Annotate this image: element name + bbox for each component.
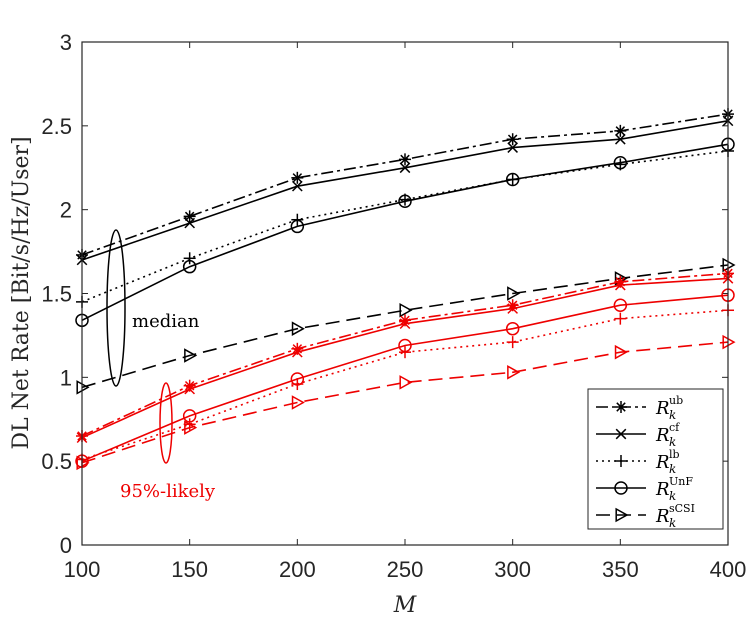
x-tick-label: 250 [387, 557, 424, 582]
data-point [292, 180, 303, 192]
data-point [505, 321, 520, 336]
data-point [183, 210, 196, 223]
series-line [81, 294, 729, 462]
x-tick-label: 400 [710, 557, 747, 582]
data-point [291, 395, 305, 410]
data-point [507, 303, 518, 314]
data-point [399, 375, 413, 390]
data-point [291, 321, 305, 336]
y-axis-label: DL Net Rate [Bit/s/Hz/User] [9, 136, 34, 449]
data-point [506, 133, 519, 146]
data-point [398, 338, 412, 353]
series-0 [76, 108, 734, 261]
y-tick-label: 2.5 [41, 114, 72, 139]
data-point [398, 194, 412, 209]
data-point [506, 336, 519, 349]
series-line [81, 143, 729, 322]
series-8 [75, 288, 735, 468]
y-tick-label: 1.5 [41, 282, 72, 307]
plot-area-border [81, 41, 729, 546]
legend-label: R [655, 506, 670, 527]
legend-superscript: ub [669, 394, 683, 407]
legend-superscript: cf [669, 421, 680, 434]
legend-label: R [655, 398, 670, 419]
data-point [184, 383, 195, 395]
data-point [182, 259, 197, 274]
series-1 [76, 115, 734, 266]
data-point [614, 344, 628, 360]
x-axis-label: M [393, 593, 417, 618]
data-point [399, 302, 413, 318]
legend-subscript: k [669, 489, 676, 503]
data-point [614, 124, 627, 137]
x-tick-label: 300 [494, 557, 531, 582]
data-point [505, 172, 520, 187]
data-point [507, 286, 521, 301]
legend-subscript: k [669, 435, 676, 449]
x-tick-label: 200 [279, 557, 316, 582]
data-point [399, 318, 411, 330]
data-point [183, 252, 196, 265]
data-point [399, 153, 411, 166]
legend-label: R [655, 425, 670, 446]
legend-marker [615, 455, 627, 467]
x-tick-label: 350 [602, 557, 639, 582]
data-point [507, 365, 521, 380]
data-point [184, 348, 198, 363]
legend-label: R [655, 452, 670, 473]
series-3 [75, 137, 735, 328]
y-tick-label: 1 [60, 365, 72, 390]
data-point [290, 372, 305, 386]
data-point [507, 142, 518, 153]
data-point [613, 155, 628, 170]
data-point [615, 279, 626, 291]
data-point [184, 217, 195, 229]
data-point [290, 219, 305, 234]
legend-marker [615, 401, 627, 413]
legend-superscript: lb [669, 448, 680, 461]
y-tick-label: 2 [60, 198, 72, 223]
x-tick-label: 150 [171, 557, 208, 582]
legend-box [587, 388, 724, 530]
legend-subscript: k [669, 462, 676, 476]
data-point [399, 162, 411, 174]
data-point [292, 346, 303, 358]
y-tick-label: 0 [60, 533, 72, 558]
series-line [81, 341, 729, 464]
legend-superscript: UnF [669, 475, 693, 488]
legend-marker [615, 428, 627, 440]
y-tick-label: 0.5 [41, 449, 72, 474]
data-point [182, 409, 197, 423]
legend-label: R [655, 479, 670, 500]
median-ellipse [106, 229, 126, 387]
legend-marker [615, 507, 629, 523]
annotation-95-likely: 95%-likely [120, 481, 216, 502]
legend-superscript: sCSI [669, 502, 695, 515]
likely95-ellipse [159, 382, 173, 464]
data-point [184, 420, 198, 435]
x-tick-label: 100 [64, 557, 101, 582]
annotation-median: median [132, 311, 200, 332]
data-point [615, 133, 626, 145]
data-point [291, 171, 304, 184]
y-tick-label: 3 [60, 30, 72, 55]
data-point [614, 312, 627, 325]
legend-subscript: k [669, 408, 676, 422]
legend-subscript: k [669, 516, 676, 530]
legend-marker [614, 481, 628, 495]
data-point [613, 298, 628, 312]
